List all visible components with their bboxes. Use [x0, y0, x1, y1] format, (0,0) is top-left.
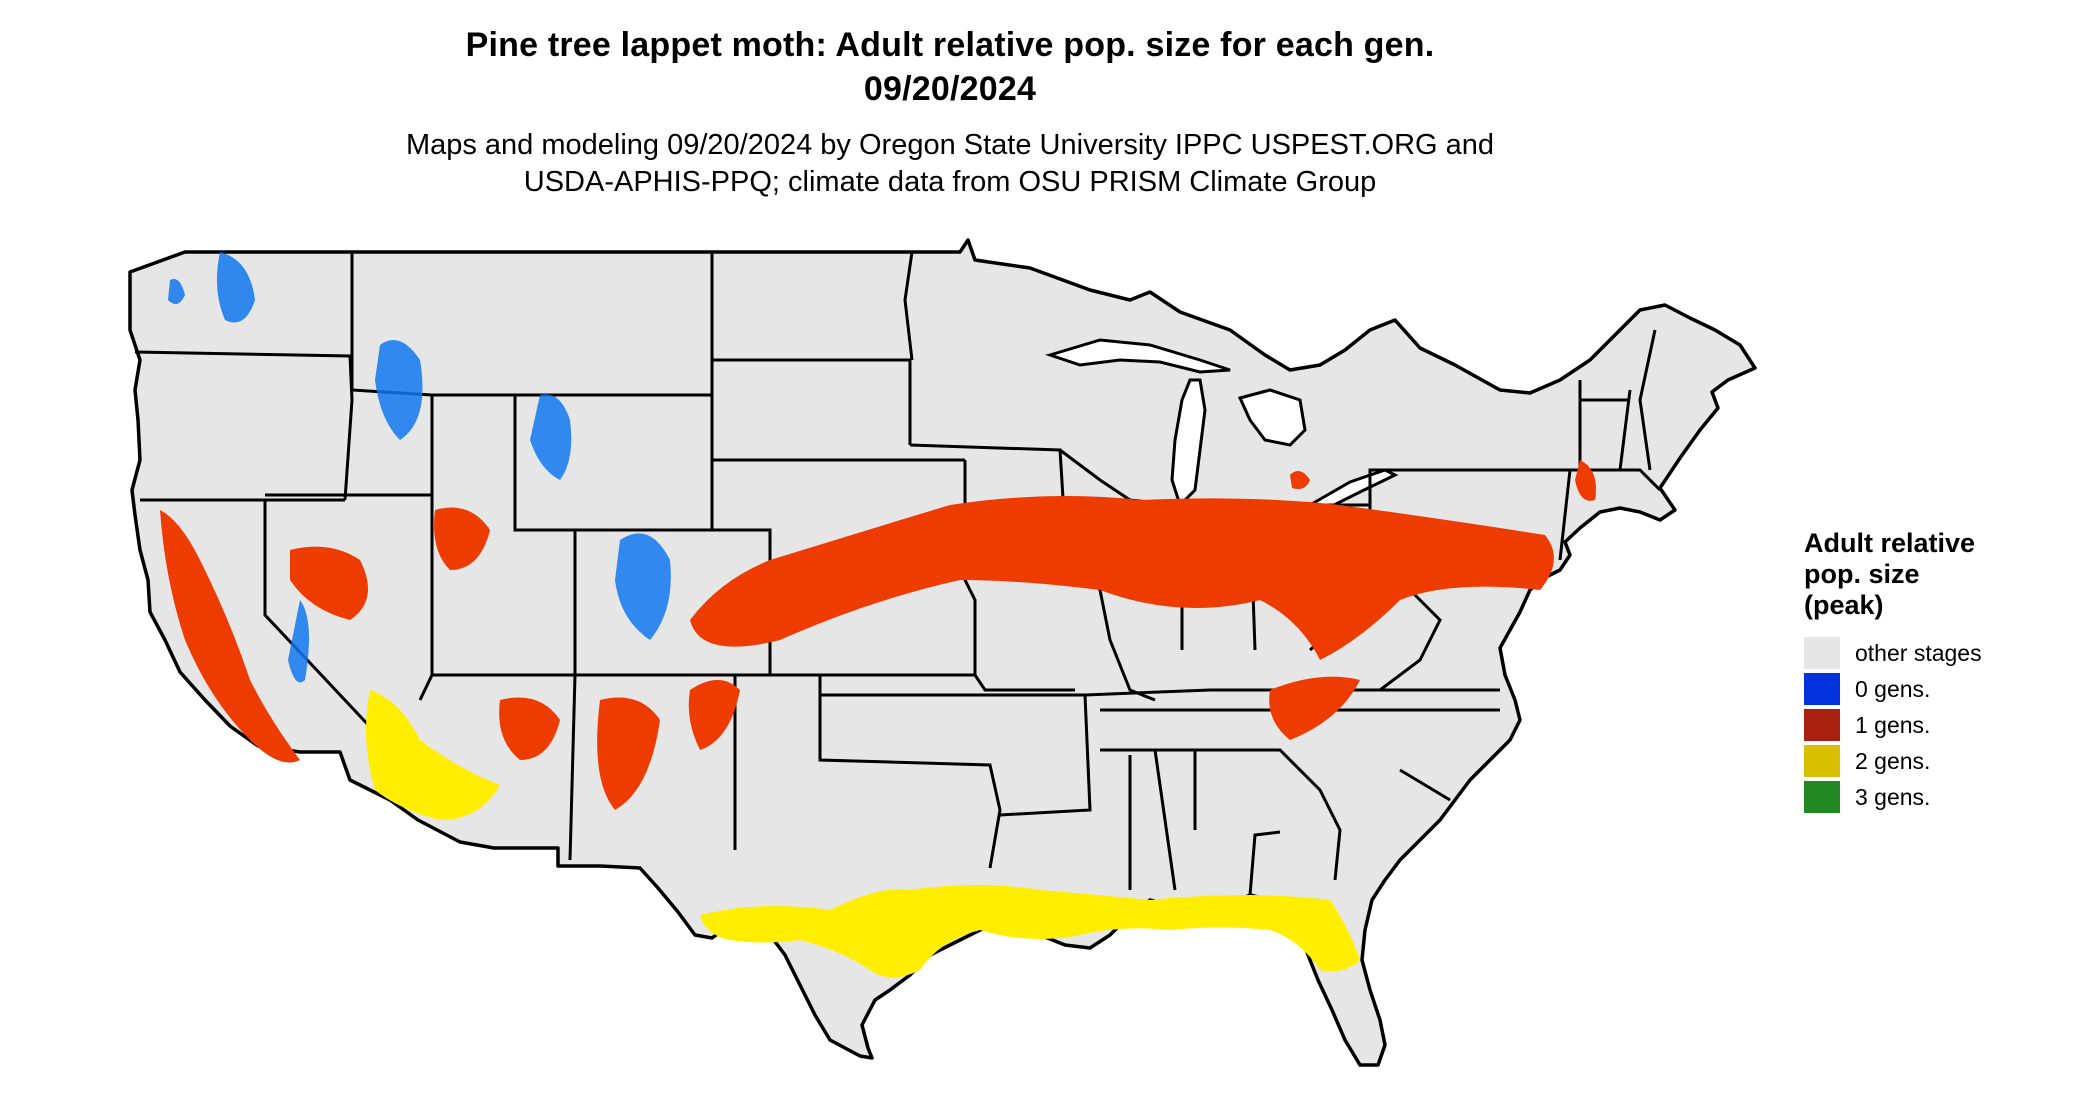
legend-label: 2 gens.: [1855, 747, 1931, 774]
lake-huron: [1237, 388, 1307, 447]
legend-label: 3 gens.: [1855, 783, 1931, 810]
legend-item-0-gens: 0 gens.: [1804, 671, 1982, 707]
legend-swatch: [1804, 673, 1840, 705]
legend-label: 1 gens.: [1855, 711, 1931, 738]
legend-title: Adult relative pop. size (peak): [1804, 528, 1982, 621]
legend-item-2-gens: 2 gens.: [1804, 743, 1982, 779]
map-subtitle: Maps and modeling 09/20/2024 by Oregon S…: [0, 127, 1900, 201]
legend-item-1-gens: 1 gens.: [1804, 707, 1982, 743]
lake-superior: [1045, 338, 1231, 374]
legend-title-line-3: (peak): [1804, 590, 1884, 620]
subtitle-line-2: USDA-APHIS-PPQ; climate data from OSU PR…: [523, 166, 1377, 198]
lake-michigan: [1170, 378, 1207, 508]
state-borders: [134, 251, 1662, 896]
two-gen-areas: [366, 690, 1360, 978]
legend-item-3-gens: 3 gens.: [1804, 779, 1982, 815]
zero-gens-areas: [168, 252, 671, 683]
map-title: Pine tree lappet moth: Adult relative po…: [465, 26, 1435, 64]
legend-item-other-stages: other stages: [1804, 635, 1982, 671]
legend-swatch: [1804, 745, 1840, 777]
legend-swatch: [1804, 781, 1840, 813]
legend-title-line-2: pop. size: [1804, 559, 1920, 589]
legend-label: other stages: [1855, 639, 1982, 666]
legend-swatch: [1804, 637, 1840, 669]
legend: Adult relative pop. size (peak) other st…: [1804, 528, 1982, 815]
subtitle-line-1: Maps and modeling 09/20/2024 by Oregon S…: [405, 129, 1495, 161]
legend-label: 0 gens.: [1855, 675, 1931, 702]
legend-swatch: [1804, 709, 1840, 741]
map-date: 09/20/2024: [863, 70, 1037, 108]
legend-title-line-1: Adult relative: [1804, 528, 1976, 558]
one-gen-areas: [160, 460, 1596, 810]
